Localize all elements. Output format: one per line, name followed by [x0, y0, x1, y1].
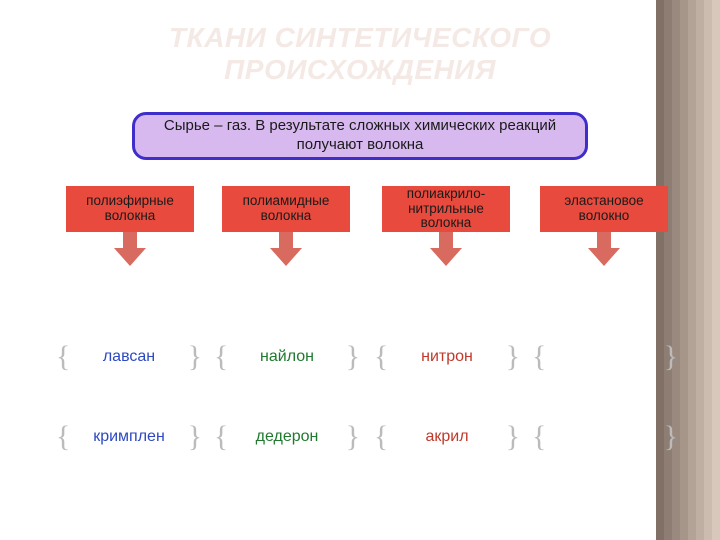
brace-left-icon: { — [56, 420, 70, 454]
brace-left-icon: { — [374, 420, 388, 454]
brace-right-icon: } — [346, 420, 360, 454]
source-text: Сырье – газ. В результате сложных химиче… — [153, 117, 567, 155]
brace-right-icon: } — [188, 420, 202, 454]
fiber-label: эластан — [576, 428, 635, 446]
category-label: эластановое волокно — [546, 194, 662, 224]
brace-left-icon: { — [532, 420, 546, 454]
category-label: полиамидные волокна — [228, 194, 344, 224]
page-title: ТКАНИ СИНТЕТИЧЕСКОГО ПРОИСХОЖДЕНИЯ — [0, 22, 720, 86]
category-box: полиамидные волокна — [222, 186, 350, 232]
brace-right-icon: } — [664, 340, 678, 374]
fiber-item: { кримплен} — [54, 420, 204, 454]
brace-left-icon: { — [532, 340, 546, 374]
fiber-label: нитрон — [421, 348, 473, 366]
title-line1: ТКАНИ СИНТЕТИЧЕСКОГО — [169, 22, 551, 53]
fiber-label: найлон — [260, 348, 314, 366]
brace-right-icon: } — [346, 340, 360, 374]
category-box: эластановое волокно — [540, 186, 668, 232]
brace-right-icon: } — [664, 420, 678, 454]
brace-right-icon: } — [506, 340, 520, 374]
brace-left-icon: { — [214, 420, 228, 454]
category-box: полиэфирные волокна — [66, 186, 194, 232]
fiber-label: кримплен — [93, 428, 165, 446]
fiber-item: { лавсан} — [54, 340, 204, 374]
category-label: полиэфирные волокна — [72, 194, 188, 224]
fiber-label: лайкра — [579, 348, 631, 366]
fiber-item: { найлон} — [212, 340, 362, 374]
fiber-label: акрил — [425, 428, 468, 446]
fiber-label: дедерон — [256, 428, 319, 446]
brace-left-icon: { — [56, 340, 70, 374]
fiber-item: { лайкра} — [530, 340, 680, 374]
title-line2: ПРОИСХОЖДЕНИЯ — [224, 54, 496, 85]
source-callout: Сырье – газ. В результате сложных химиче… — [132, 112, 588, 160]
category-label: полиакрило-нитрильные волокна — [388, 187, 504, 232]
brace-right-icon: } — [188, 340, 202, 374]
brace-left-icon: { — [214, 340, 228, 374]
fiber-item: { акрил} — [372, 420, 522, 454]
fiber-label: лавсан — [103, 348, 155, 366]
category-box: полиакрило-нитрильные волокна — [382, 186, 510, 232]
fiber-item: { нитрон} — [372, 340, 522, 374]
fiber-item: { дедерон} — [212, 420, 362, 454]
fiber-item: { эластан} — [530, 420, 680, 454]
brace-left-icon: { — [374, 340, 388, 374]
brace-right-icon: } — [506, 420, 520, 454]
